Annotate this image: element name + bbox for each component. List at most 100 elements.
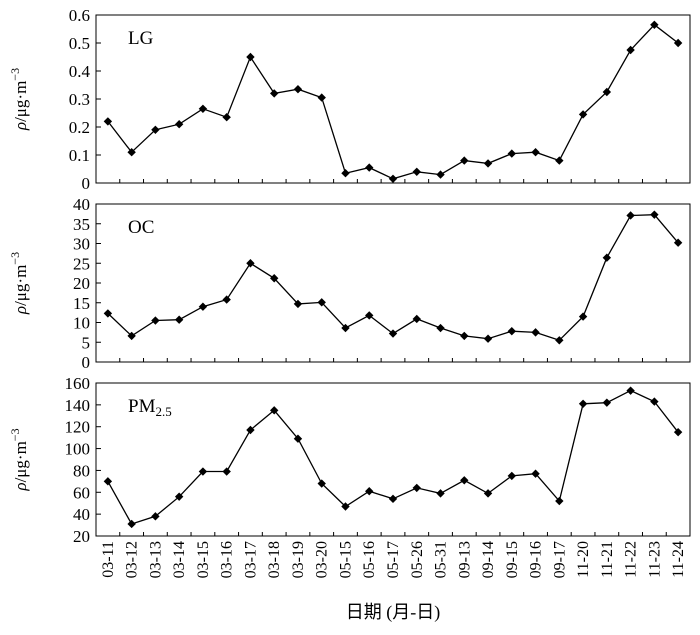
x-tick-label: 03-19 (290, 541, 307, 578)
data-point (293, 434, 303, 443)
data-point (531, 328, 540, 337)
x-tick-label: 03-16 (219, 541, 236, 578)
data-point (602, 398, 612, 407)
y-tick-label: 25 (73, 254, 90, 273)
x-tick-label: 11-23 (646, 541, 663, 578)
data-point (388, 174, 398, 183)
y-tick-label: 0 (82, 353, 91, 372)
x-tick-label: 05-16 (361, 541, 378, 578)
data-point (436, 170, 445, 179)
y-tick-label: 0.5 (69, 34, 90, 53)
data-point (626, 45, 635, 55)
x-tick-label: 05-26 (409, 541, 426, 578)
data-point (578, 312, 588, 321)
y-axis-label-exponent: −3 (8, 68, 22, 81)
x-tick-label: 09-14 (480, 541, 497, 578)
data-point (483, 489, 493, 498)
data-point (436, 489, 445, 498)
y-axis-label-exponent: −3 (8, 252, 22, 265)
data-point (222, 113, 231, 122)
y-tick-label: 0 (82, 174, 91, 193)
y-tick-label: 0.3 (69, 90, 90, 109)
y-axis-label: ρ/μg·m−3 (8, 68, 30, 131)
data-point (602, 87, 612, 97)
data-point (317, 93, 326, 102)
data-point (388, 494, 398, 504)
panel-label-subscript: 2.5 (155, 404, 171, 419)
data-point (365, 311, 374, 320)
data-point (388, 329, 398, 338)
x-tick-label: 03-11 (100, 541, 117, 578)
data-point (127, 519, 136, 529)
data-point (246, 425, 255, 435)
x-tick-label: 09-17 (551, 541, 568, 578)
data-point (222, 295, 231, 304)
data-point (531, 148, 540, 157)
series-line (107, 214, 679, 342)
data-point (127, 331, 136, 341)
data-point (507, 471, 516, 481)
y-tick-label: 30 (73, 235, 90, 254)
panel-label-main: PM (128, 396, 156, 417)
y-tick-label: 0.1 (69, 146, 90, 165)
panel-label-main: LG (128, 28, 154, 49)
data-point (602, 253, 612, 262)
y-tick-label: 40 (73, 505, 90, 524)
data-point (650, 210, 659, 219)
data-point (293, 299, 303, 309)
x-tick-label: 11-21 (599, 541, 616, 578)
data-point (578, 110, 588, 119)
x-tick-label: 03-13 (147, 541, 164, 578)
x-axis-label: 日期 (月-日) (346, 602, 440, 623)
data-point (626, 386, 635, 395)
data-point (412, 167, 421, 176)
y-tick-label: 80 (73, 461, 90, 480)
x-tick-label: 11-20 (575, 541, 592, 578)
x-tick-label: 05-15 (338, 541, 355, 578)
data-point (507, 326, 516, 336)
data-point (270, 406, 279, 415)
y-tick-label: 20 (73, 527, 90, 546)
data-point (673, 427, 683, 437)
data-point (650, 397, 659, 406)
y-tick-label: 40 (73, 195, 90, 214)
data-point (341, 169, 350, 178)
data-point (365, 486, 374, 496)
data-point (222, 467, 231, 476)
data-point (341, 502, 350, 511)
y-tick-label: 0.2 (69, 118, 90, 137)
data-point (174, 492, 184, 501)
data-point (460, 476, 469, 485)
data-point (151, 512, 160, 521)
data-point (673, 38, 683, 48)
y-axis-label-unit: /μg·m (11, 81, 30, 122)
x-tick-label: 09-15 (504, 541, 521, 578)
series-line (107, 23, 679, 180)
series-line (107, 389, 679, 525)
data-point (151, 125, 160, 134)
data-point (626, 211, 635, 220)
panel-lg: 0 0.1 0.2 0.3 0.4 0.5 0.6 LG ρ/μg·m−3 (8, 6, 691, 193)
x-tick-label: 09-16 (528, 541, 545, 578)
data-point (246, 52, 255, 62)
y-tick-label: 0.4 (69, 62, 91, 81)
data-point (246, 259, 255, 268)
data-point (555, 156, 564, 165)
data-point (293, 85, 303, 94)
data-point (174, 120, 184, 129)
data-point (341, 323, 350, 333)
y-tick-label: 10 (73, 314, 90, 333)
data-point (483, 159, 493, 168)
y-tick-label: 5 (82, 333, 91, 352)
y-tick-label: 160 (65, 374, 91, 393)
panel-label-main: OC (128, 217, 154, 238)
data-point (650, 20, 659, 29)
y-tick-label: 100 (65, 440, 91, 459)
y-axis-label-exponent: −3 (8, 428, 22, 441)
x-tick-label: 03-20 (314, 541, 331, 578)
data-point (436, 323, 445, 333)
x-tick-label: 03-12 (124, 541, 141, 578)
data-point (103, 309, 113, 318)
x-tick-label: 03-14 (171, 541, 188, 578)
